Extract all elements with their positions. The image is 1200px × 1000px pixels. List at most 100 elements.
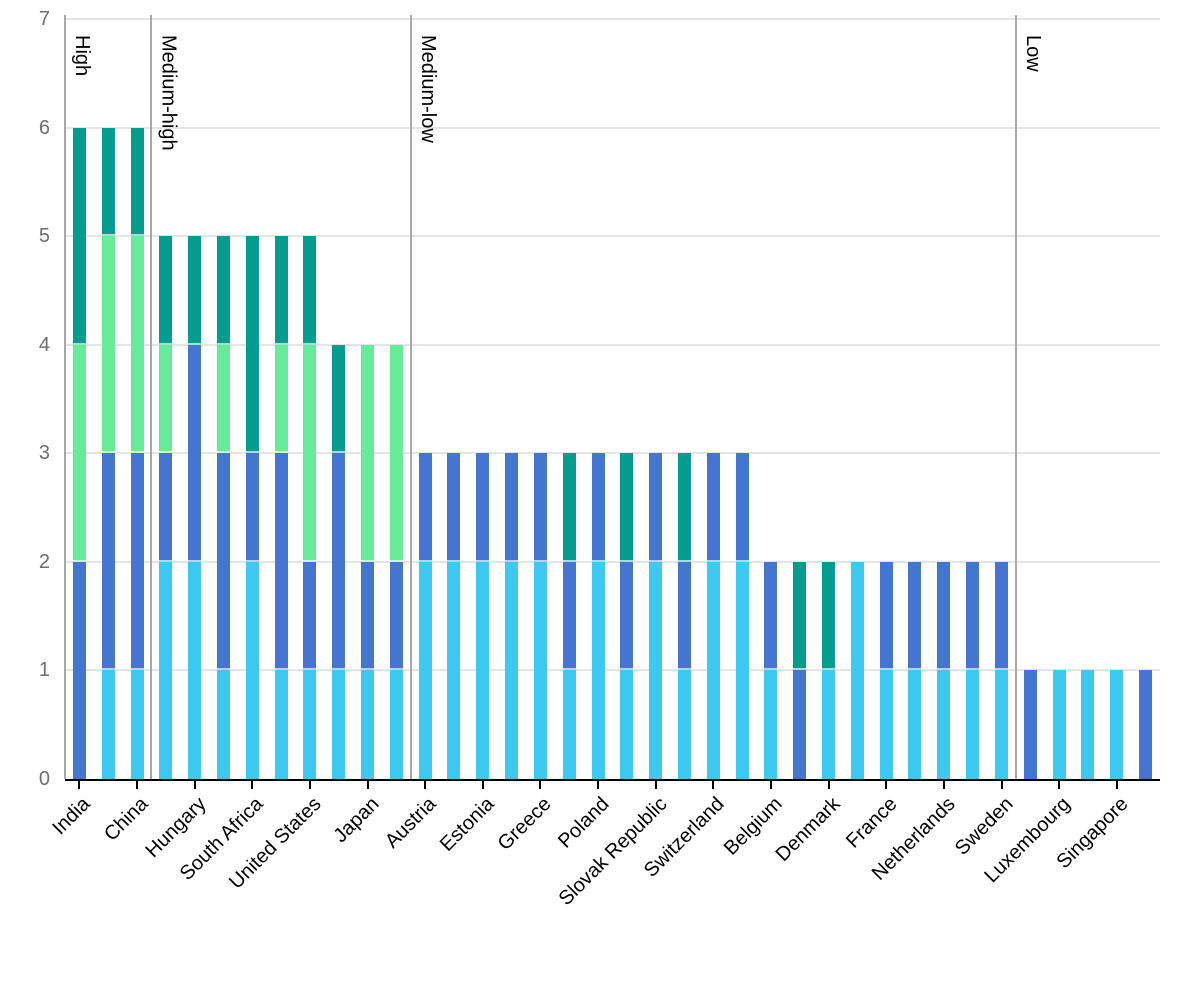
bar-segment-teal <box>245 236 259 454</box>
bar-slot-25 <box>785 19 814 779</box>
bar-slot-5 <box>209 19 238 779</box>
section-divider-low <box>1014 15 1017 779</box>
bar-segment-cyan <box>188 561 202 779</box>
bar-slot-2 <box>123 19 152 779</box>
gridline-y-7 <box>65 18 1160 20</box>
section-label-medium-low: Medium-low <box>416 35 439 143</box>
bar-segment-teal <box>216 236 230 345</box>
bar-slot-8 <box>296 19 325 779</box>
gridline-y-2 <box>65 560 1160 563</box>
bar-hungary-2 <box>216 19 230 779</box>
x-tick-sweden <box>1000 779 1003 789</box>
bar-segment-blue <box>361 561 374 671</box>
bars-container <box>65 19 1160 779</box>
bar-segment-teal <box>130 127 144 237</box>
bar-segment-teal <box>159 236 173 345</box>
bar-luxembourg-2 <box>1081 19 1095 779</box>
bar-poland-2 <box>620 19 634 779</box>
bar-slot-15 <box>497 19 526 779</box>
gridline-y-5 <box>65 235 1160 238</box>
bar-slot-19 <box>612 19 641 779</box>
bar-slot-29 <box>901 19 930 779</box>
bar-segment-blue <box>533 453 547 562</box>
bar-switzerland-2 <box>735 19 749 779</box>
bar-netherlands-1 <box>937 19 951 779</box>
x-tick-united-states <box>308 779 311 789</box>
y-axis-line <box>64 15 66 779</box>
bar-segment-cyan <box>620 670 634 779</box>
bar-segment-cyan <box>245 561 259 779</box>
bar-segment-teal <box>562 453 576 562</box>
bar-segment-green <box>101 236 115 454</box>
bar-segment-blue <box>649 453 663 562</box>
y-tick-label-5: 5 <box>38 225 50 248</box>
bar-segment-teal <box>72 127 86 345</box>
bar-segment-cyan <box>879 670 893 779</box>
x-tick-greece <box>539 779 542 789</box>
bar-slot-32 <box>987 19 1016 779</box>
bar-austria-2 <box>447 19 461 779</box>
bar-segment-cyan <box>130 670 144 779</box>
gridline-y-1 <box>65 669 1160 672</box>
bar-india-2 <box>101 19 115 779</box>
bar-segment-cyan <box>303 670 317 779</box>
bar-slot-28 <box>872 19 901 779</box>
x-label-austria: Austria <box>381 793 441 853</box>
bar-luxembourg-1 <box>1052 19 1066 779</box>
bar-slot-21 <box>670 19 699 779</box>
bar-segment-cyan <box>735 561 749 779</box>
x-tick-luxembourg <box>1058 779 1061 789</box>
bar-slot-13 <box>440 19 469 779</box>
bar-slot-26 <box>814 19 843 779</box>
bar-segment-teal <box>303 236 317 345</box>
gridline-y-4 <box>65 343 1160 346</box>
bar-segment-blue <box>159 453 173 562</box>
gridline-y-3 <box>65 452 1160 455</box>
x-tick-denmark <box>827 779 830 789</box>
x-label-greece: Greece <box>494 793 557 855</box>
section-divider-medium-high <box>150 15 153 779</box>
x-tick-estonia <box>481 779 484 789</box>
bar-segment-cyan <box>591 561 605 779</box>
bar-belgium-1 <box>764 19 778 779</box>
bar-switzerland-1 <box>706 19 720 779</box>
bar-segment-blue <box>389 561 403 671</box>
x-tick-singapore <box>1115 779 1118 789</box>
bar-slot-27 <box>843 19 872 779</box>
bar-segment-blue <box>937 561 951 671</box>
x-tick-japan <box>366 779 369 789</box>
bar-denmark-1 <box>822 19 835 779</box>
bar-segment-cyan <box>361 670 374 779</box>
x-tick-belgium <box>769 779 772 789</box>
x-tick-switzerland <box>712 779 715 789</box>
bar-slot-14 <box>468 19 497 779</box>
bar-japan-1 <box>361 19 374 779</box>
bar-segment-cyan <box>101 670 115 779</box>
bar-segment-blue <box>591 453 605 562</box>
bar-segment-blue <box>764 561 778 671</box>
bar-segment-green <box>389 344 403 562</box>
bar-segment-teal <box>793 561 807 671</box>
bar-slot-11 <box>382 19 411 779</box>
bar-segment-blue <box>245 453 259 562</box>
x-tick-poland <box>597 779 600 789</box>
section-label-medium-high: Medium-high <box>157 35 180 151</box>
bar-segment-cyan <box>216 670 230 779</box>
bar-segment-cyan <box>1081 670 1095 779</box>
bar-slot-6 <box>238 19 267 779</box>
x-tick-netherlands <box>942 779 945 789</box>
bar-sweden-1 <box>994 19 1008 779</box>
bar-segment-teal <box>332 344 346 454</box>
bar-segment-blue <box>72 561 86 779</box>
bar-slot-0 <box>65 19 94 779</box>
bar-segment-green <box>72 344 86 562</box>
bar-india-1 <box>72 19 86 779</box>
bar-united-states-1 <box>303 19 317 779</box>
bar-united-states-2 <box>332 19 346 779</box>
bar-hungary-1 <box>188 19 202 779</box>
bar-segment-cyan <box>937 670 951 779</box>
x-tick-south-africa <box>251 779 254 789</box>
bar-singapore-2 <box>1138 19 1152 779</box>
bar-segment-cyan <box>706 561 720 779</box>
